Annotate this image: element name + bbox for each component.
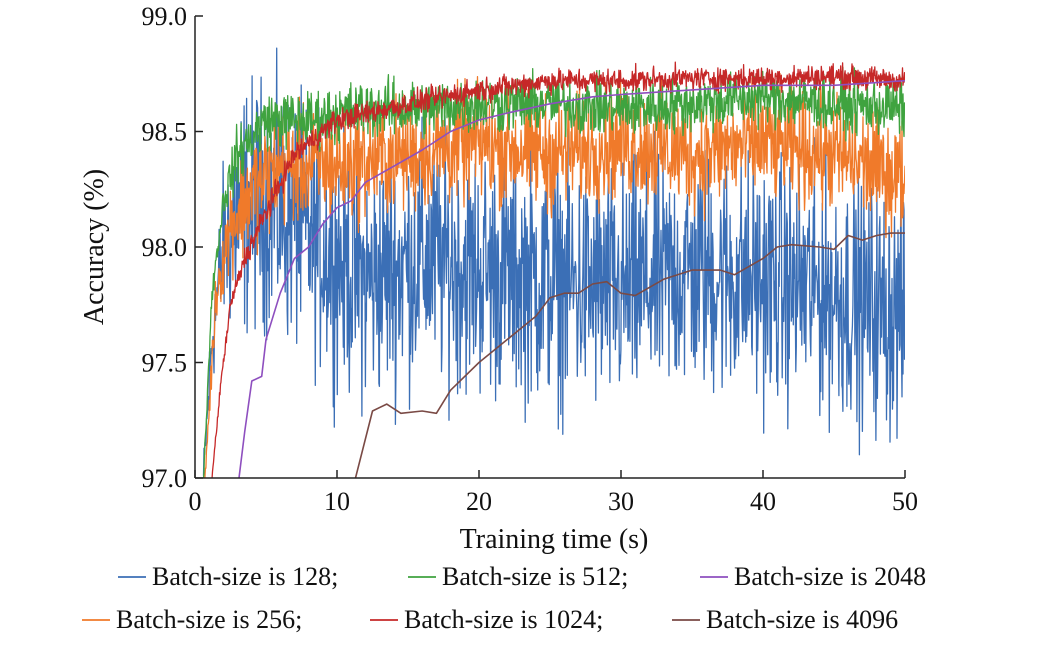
- legend: Batch-size is 128; Batch-size is 512; Batc…: [82, 562, 926, 634]
- x-tick-label: 10: [324, 487, 350, 516]
- x-axis-label: Training time (s): [460, 524, 649, 555]
- x-tick-label: 20: [466, 487, 492, 516]
- plot-area: [202, 47, 905, 478]
- y-tick-label: 99.0: [142, 2, 188, 31]
- tick-labels: 0 10 20 30 40 50 97.0 97.5 98.0 98.5 99.0: [142, 2, 919, 516]
- legend-label: Batch-size is 512;: [442, 562, 628, 591]
- axes: [194, 15, 906, 479]
- y-tick-label: 97.0: [142, 464, 188, 493]
- series-line-4: [238, 79, 905, 478]
- y-axis-label: Accuracy (%): [79, 169, 110, 325]
- y-tick-label: 98.5: [142, 118, 188, 147]
- series-line-2: [202, 66, 905, 478]
- x-tick-label: 40: [750, 487, 776, 516]
- series-line-5: [354, 232, 905, 478]
- legend-label: Batch-size is 128;: [152, 562, 338, 591]
- legend-item: Batch-size is 2048: [700, 562, 926, 591]
- legend-label: Batch-size is 4096: [706, 605, 898, 634]
- y-tick-label: 98.0: [142, 233, 188, 262]
- legend-label: Batch-size is 1024;: [404, 605, 603, 634]
- x-tick-label: 0: [189, 487, 202, 516]
- legend-item: Batch-size is 4096: [672, 605, 898, 634]
- legend-label: Batch-size is 256;: [116, 605, 302, 634]
- legend-label: Batch-size is 2048: [734, 562, 926, 591]
- legend-item: Batch-size is 512;: [408, 562, 628, 591]
- x-tick-label: 30: [608, 487, 634, 516]
- series-line-3: [211, 61, 905, 478]
- legend-item: Batch-size is 128;: [118, 562, 338, 591]
- legend-item: Batch-size is 256;: [82, 605, 302, 634]
- series-line-0: [202, 47, 905, 476]
- y-tick-label: 97.5: [142, 349, 188, 378]
- x-tick-label: 50: [892, 487, 918, 516]
- legend-item: Batch-size is 1024;: [370, 605, 603, 634]
